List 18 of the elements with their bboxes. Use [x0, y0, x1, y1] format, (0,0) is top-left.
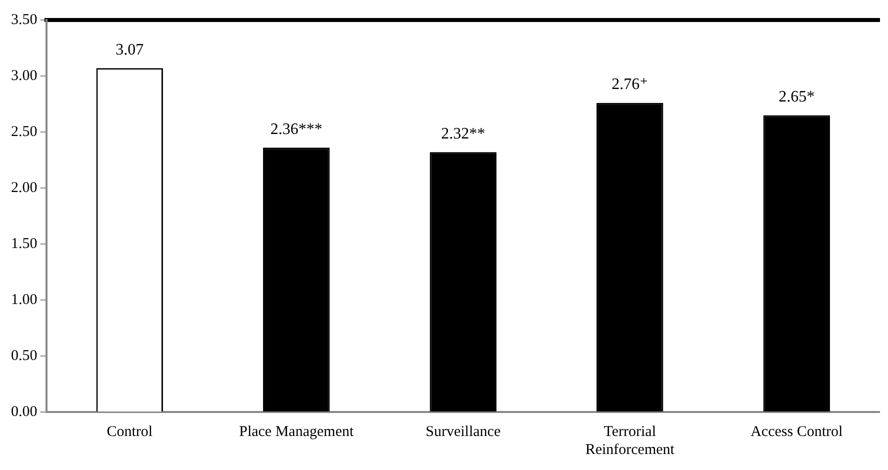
x-tick-label: Control: [106, 424, 153, 440]
data-label: 2.36***: [270, 120, 322, 138]
y-tick-label: 0.00: [11, 404, 38, 420]
y-tick-label: 2.50: [11, 124, 38, 140]
data-label: 2.65*: [778, 88, 815, 106]
y-tick-label: 0.50: [11, 348, 38, 364]
y-tick-label: 2.00: [11, 180, 38, 196]
y-tick-label: 3.00: [11, 68, 38, 84]
x-tick-label: Place Management: [239, 424, 354, 440]
x-tick-label: Access Control: [750, 424, 843, 440]
y-tick-label: 1.00: [11, 292, 38, 308]
data-label: 3.07: [116, 41, 144, 58]
data-label: 2.76⁺: [612, 76, 648, 94]
data-label: 2.32**: [441, 125, 486, 142]
x-tick-label: Terrorial Reinforcement: [585, 424, 676, 458]
y-tick-label: 1.50: [11, 236, 38, 252]
x-tick-label: Surveillance: [426, 424, 501, 440]
y-tick-label: 3.50: [11, 12, 38, 28]
